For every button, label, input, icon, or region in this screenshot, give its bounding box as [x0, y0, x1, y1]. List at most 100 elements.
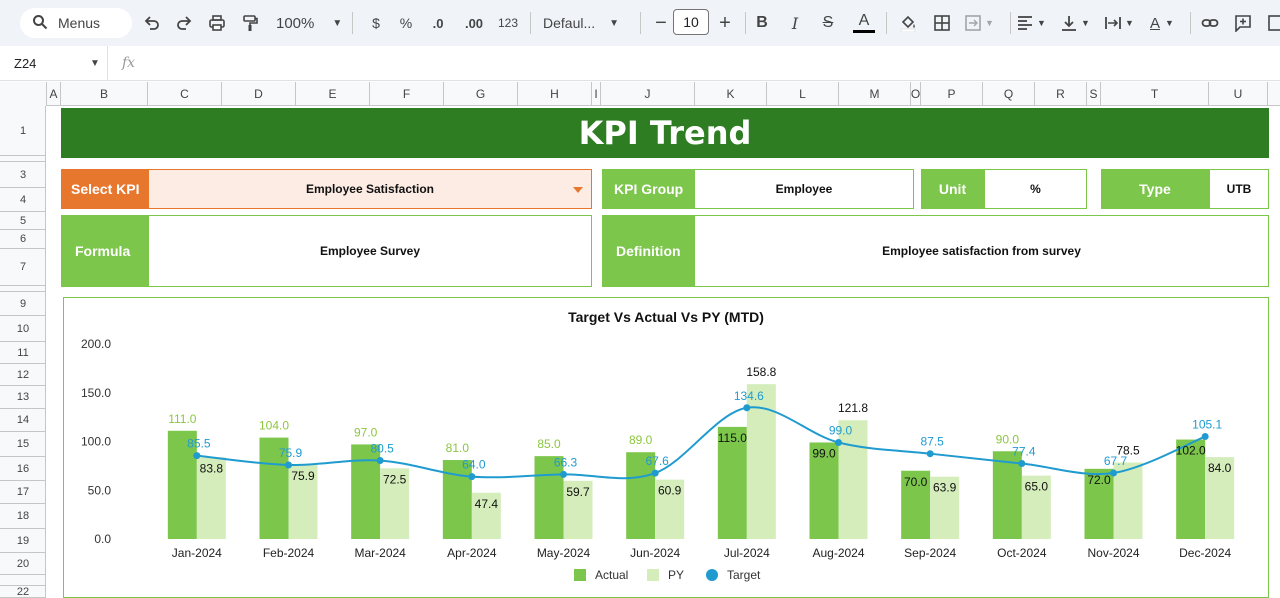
point-target: [1018, 460, 1026, 468]
column-header-h[interactable]: H: [518, 82, 592, 106]
paint-format-icon[interactable]: [236, 9, 264, 37]
increase-font-size-button[interactable]: +: [719, 11, 731, 34]
row-header-3[interactable]: 3: [0, 162, 46, 188]
percent-format-button[interactable]: %: [399, 15, 413, 31]
row-header-7[interactable]: 7: [0, 249, 46, 286]
bold-icon[interactable]: B: [756, 14, 768, 31]
row-header-14[interactable]: 14: [0, 409, 46, 432]
row-header-17[interactable]: 17: [0, 481, 46, 504]
row-header-2[interactable]: [0, 156, 46, 162]
data-label-actual: 102.0: [1176, 444, 1206, 458]
column-header-k[interactable]: K: [695, 82, 767, 106]
type-label: Type: [1101, 169, 1209, 209]
select-kpi-dropdown[interactable]: Employee Satisfaction: [148, 169, 592, 209]
data-label-py: 158.8: [746, 365, 776, 379]
column-header-t[interactable]: T: [1101, 82, 1209, 106]
row-header-5[interactable]: 5: [0, 212, 46, 230]
row-header-4[interactable]: 4: [0, 188, 46, 212]
row-header-6[interactable]: 6: [0, 230, 46, 249]
data-label-target: 67.7: [1104, 454, 1128, 468]
number-format-button[interactable]: 123: [497, 16, 519, 30]
vertical-align-icon[interactable]: ▼: [1060, 9, 1090, 37]
italic-icon[interactable]: I: [791, 13, 799, 33]
column-header-l[interactable]: L: [767, 82, 839, 106]
point-target: [651, 469, 659, 477]
row-header-8[interactable]: [0, 286, 46, 292]
cell-reference: Z24: [14, 55, 37, 71]
select-all-corner[interactable]: [0, 82, 47, 106]
bar-py: [930, 476, 960, 539]
currency-format-button[interactable]: $: [372, 15, 380, 31]
data-label-actual: 72.0: [1087, 473, 1111, 487]
row-header-9[interactable]: 9: [0, 292, 46, 316]
row-header-22[interactable]: 22: [0, 586, 46, 598]
column-header-u[interactable]: U: [1209, 82, 1268, 106]
text-rotation-icon[interactable]: A ▼: [1150, 14, 1174, 32]
row-header-1[interactable]: 1: [0, 106, 46, 156]
column-header-s[interactable]: S: [1087, 82, 1101, 106]
column-header-a[interactable]: A: [47, 82, 61, 106]
column-header-d[interactable]: D: [222, 82, 296, 106]
insert-chart-icon[interactable]: [1262, 9, 1280, 37]
zoom-select[interactable]: 100% ▼: [276, 9, 342, 37]
decrease-decimal-button[interactable]: .0: [424, 9, 452, 37]
formula-input[interactable]: [135, 46, 1280, 80]
row-header-11[interactable]: 11: [0, 342, 46, 364]
fill-color-icon[interactable]: [894, 9, 922, 37]
strikethrough-icon[interactable]: S: [822, 14, 834, 31]
column-header-g[interactable]: G: [444, 82, 518, 106]
row-header-19[interactable]: 19: [0, 529, 46, 553]
column-header-b[interactable]: B: [61, 82, 148, 106]
row-header-16[interactable]: 16: [0, 457, 46, 481]
text-color-icon[interactable]: A: [850, 9, 878, 37]
row-header-18[interactable]: 18: [0, 504, 46, 529]
column-header-j[interactable]: J: [601, 82, 695, 106]
decrease-font-size-button[interactable]: −: [655, 11, 667, 34]
horizontal-align-icon[interactable]: ▼: [1018, 16, 1046, 30]
increase-decimal-button[interactable]: .00: [460, 9, 488, 37]
formula-bar: Z24 ▼ fx: [0, 46, 1280, 81]
data-label-py: 72.5: [383, 472, 407, 486]
merge-cells-icon[interactable]: ▼: [964, 9, 994, 37]
type-value: UTB: [1209, 169, 1269, 209]
x-tick-label: Nov-2024: [1087, 546, 1139, 560]
x-tick-label: Jan-2024: [172, 546, 222, 560]
column-header-i[interactable]: I: [592, 82, 601, 106]
column-header-q[interactable]: Q: [983, 82, 1035, 106]
data-label-actual: 85.0: [537, 437, 561, 451]
row-header-21[interactable]: [0, 575, 46, 586]
borders-icon[interactable]: [928, 9, 956, 37]
data-label-actual: 70.0: [904, 475, 928, 489]
insert-comment-icon[interactable]: [1229, 9, 1257, 37]
column-header-e[interactable]: E: [296, 82, 370, 106]
column-header-p[interactable]: P: [921, 82, 983, 106]
column-header-f[interactable]: F: [370, 82, 444, 106]
column-header-c[interactable]: C: [148, 82, 222, 106]
column-header-o[interactable]: O: [911, 82, 921, 106]
name-box[interactable]: Z24 ▼: [0, 46, 108, 80]
row-header-13[interactable]: 13: [0, 386, 46, 409]
column-header-r[interactable]: R: [1035, 82, 1087, 106]
row-header-12[interactable]: 12: [0, 364, 46, 386]
row-header-10[interactable]: 10: [0, 316, 46, 342]
data-label-target: 77.4: [1012, 445, 1036, 459]
insert-link-icon[interactable]: [1196, 9, 1224, 37]
row-header-15[interactable]: 15: [0, 432, 46, 457]
row-header-20[interactable]: 20: [0, 553, 46, 575]
data-label-py: 75.9: [291, 469, 315, 483]
data-label-actual: 115.0: [718, 431, 747, 445]
data-label-py: 65.0: [1025, 480, 1049, 494]
text-wrapping-icon[interactable]: ▼: [1104, 9, 1134, 37]
font-select[interactable]: Defaul... ▼: [543, 9, 619, 37]
point-target: [1201, 433, 1209, 441]
font-size-input[interactable]: 10: [673, 9, 709, 35]
redo-icon[interactable]: [170, 9, 198, 37]
data-label-target: 64.0: [462, 458, 486, 472]
dashboard-title: KPI Trend: [61, 108, 1269, 158]
point-target: [835, 438, 842, 446]
kpi-chart[interactable]: Target Vs Actual Vs PY (MTD) 0.0 50.0 100.…: [63, 297, 1269, 598]
undo-icon[interactable]: [138, 9, 166, 37]
column-header-m[interactable]: M: [839, 82, 911, 106]
menus-search-button[interactable]: Menus: [20, 8, 132, 38]
print-icon[interactable]: [203, 9, 231, 37]
